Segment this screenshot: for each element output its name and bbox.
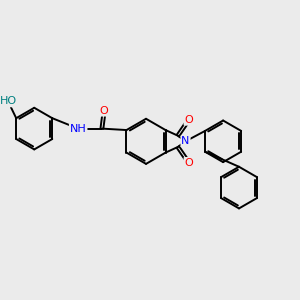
Text: HO: HO [0,96,17,106]
Text: O: O [100,106,109,116]
Text: N: N [181,136,190,146]
Text: O: O [184,115,193,125]
Text: NH: NH [70,124,87,134]
Text: O: O [184,158,193,168]
